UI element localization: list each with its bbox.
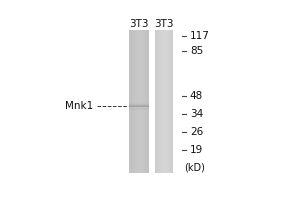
Text: Mnk1: Mnk1	[65, 101, 94, 111]
Bar	[129, 110, 148, 111]
Bar	[129, 105, 148, 106]
Bar	[135, 30, 137, 173]
Text: 34: 34	[190, 109, 203, 119]
Bar	[147, 30, 148, 173]
Bar	[158, 30, 160, 173]
Text: (kD): (kD)	[184, 163, 205, 173]
Bar	[164, 30, 166, 173]
Text: 3T3: 3T3	[129, 19, 148, 29]
Bar	[170, 30, 172, 173]
Bar	[172, 30, 173, 173]
Bar	[163, 30, 164, 173]
Bar	[161, 30, 163, 173]
Bar	[155, 30, 157, 173]
Bar	[137, 30, 139, 173]
Bar	[167, 30, 169, 173]
Bar	[130, 30, 132, 173]
Text: 26: 26	[190, 127, 203, 137]
Text: 85: 85	[190, 46, 203, 56]
Bar	[142, 30, 144, 173]
Bar	[155, 30, 173, 173]
Bar	[134, 30, 135, 173]
Bar	[144, 30, 145, 173]
Bar	[129, 103, 148, 104]
Bar	[139, 30, 140, 173]
Bar	[129, 109, 148, 110]
Text: 19: 19	[190, 145, 203, 155]
Bar	[166, 30, 167, 173]
Bar	[169, 30, 170, 173]
Text: 3T3: 3T3	[154, 19, 174, 29]
Text: 48: 48	[190, 91, 203, 101]
Bar	[129, 102, 148, 103]
Bar	[129, 106, 148, 107]
Bar	[145, 30, 147, 173]
Bar	[157, 30, 158, 173]
Bar	[129, 30, 148, 173]
Bar	[160, 30, 161, 173]
Bar	[129, 108, 148, 109]
Bar	[129, 104, 148, 105]
Text: 117: 117	[190, 31, 210, 41]
Bar	[140, 30, 142, 173]
Bar	[132, 30, 134, 173]
Bar	[129, 30, 130, 173]
